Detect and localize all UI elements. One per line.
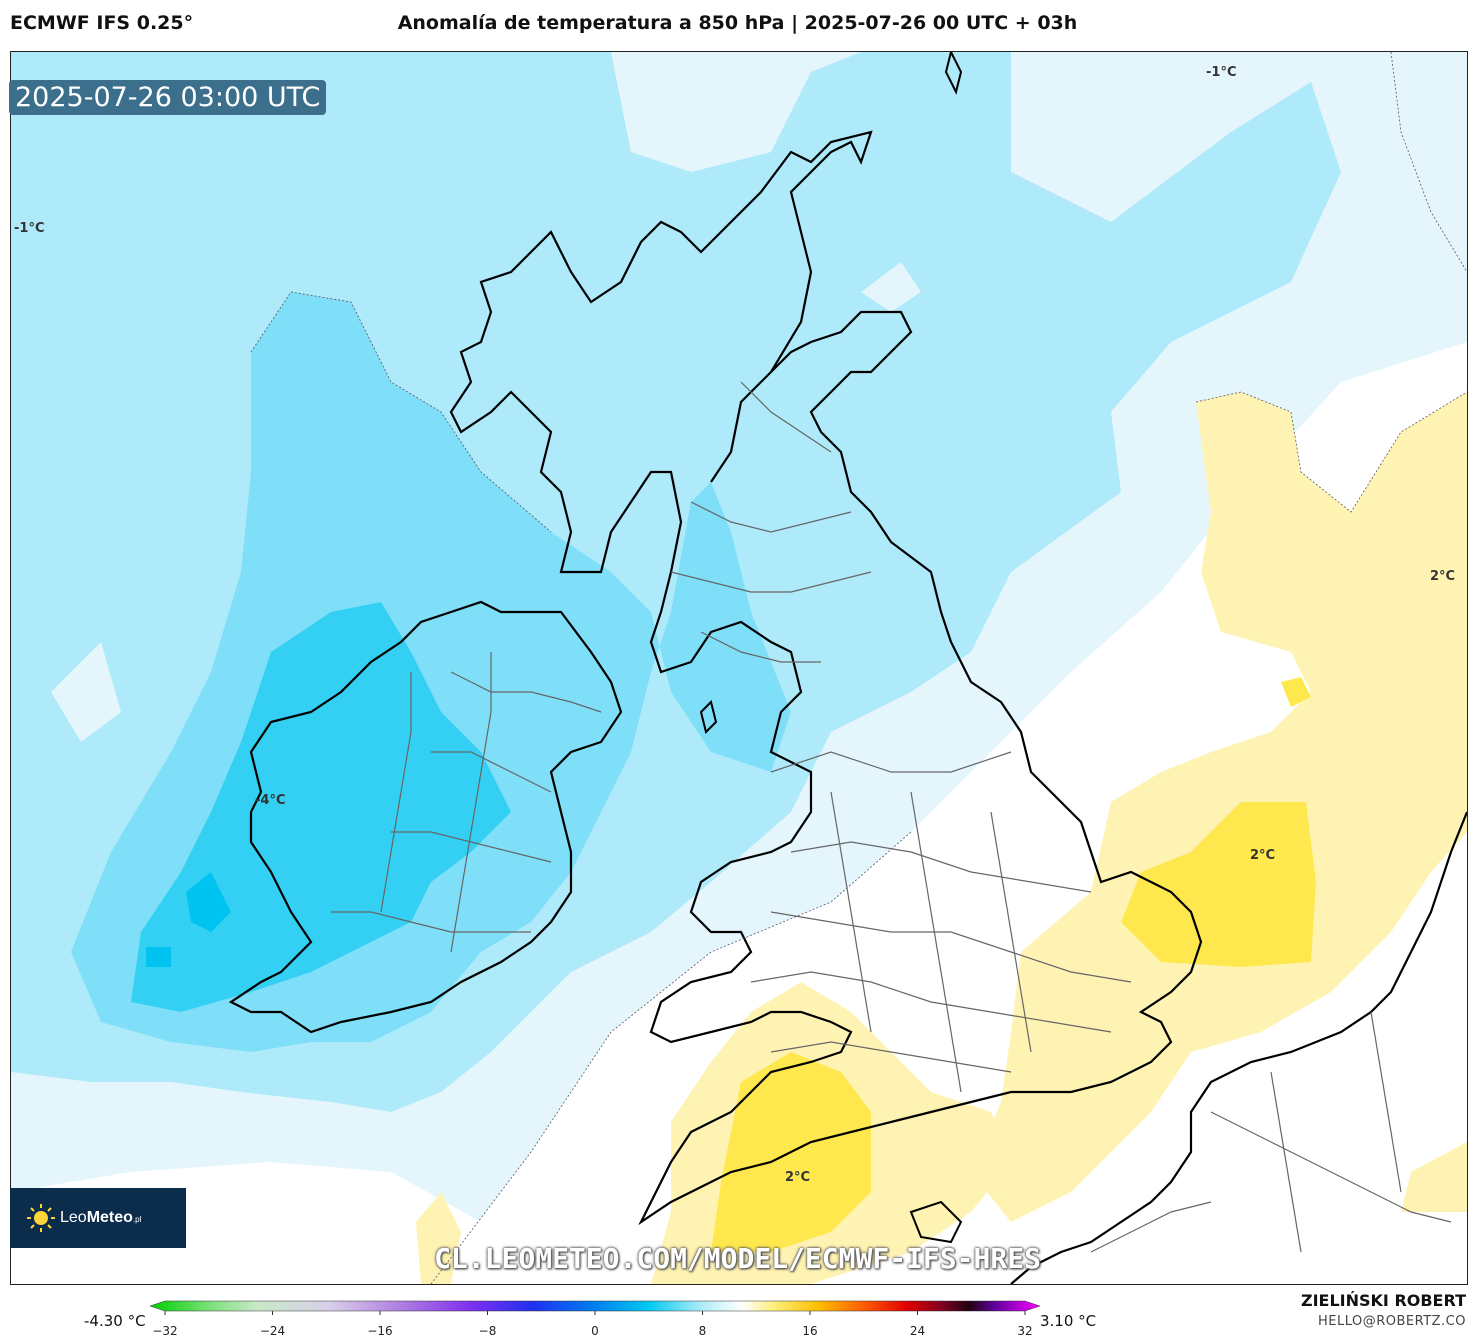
great-britain-land (449, 130, 1203, 1226)
watermark-url: CL.LEOMETEO.COM/MODEL/ECMWF-IFS-HRES (434, 1242, 1041, 1275)
author-name: ZIELIŃSKI ROBERT (1300, 1291, 1466, 1310)
isle-of-man (699, 700, 718, 734)
colorbar-tick-label: −32 (152, 1324, 177, 1338)
contour-label-2-core: 2°C (1250, 848, 1276, 863)
model-name: ECMWF IFS 0.25° (10, 12, 194, 34)
warm-anomaly-southwest (416, 1192, 461, 1284)
colorbar-min-label: -4.30 °C (84, 1312, 146, 1330)
admin-boundaries (331, 381, 1452, 1253)
channel-islands (909, 1200, 963, 1244)
colorbar-tick-label: 8 (699, 1324, 707, 1338)
warm-anomaly-east (971, 392, 1467, 1222)
contour-label-minus1-ne: -1°C (1206, 65, 1237, 80)
contour-label-2-east: 2°C (1430, 569, 1456, 584)
warm-anomaly-core-east (1121, 802, 1316, 967)
colorbar-tick-label: −24 (260, 1324, 285, 1338)
cold-anomaly-gap-1 (861, 262, 921, 312)
colorbar: −32 −24 −16 −8 0 8 16 24 32 (149, 1300, 1041, 1344)
anomaly-map-svg (11, 52, 1467, 1284)
colorbar-tick-label: 16 (802, 1324, 817, 1338)
cold-anomaly-gap-2 (51, 642, 121, 742)
colorbar-tick-label: −8 (479, 1324, 497, 1338)
shetland-islands (944, 52, 963, 95)
cold-anomaly-core (186, 872, 231, 932)
colorbar-tick-label: 32 (1017, 1324, 1032, 1338)
contour-lines (250, 52, 1467, 1284)
map-area[interactable]: -1°C -1°C -4°C 2°C 2°C 2°C (10, 51, 1468, 1285)
cold-anomaly-core-2 (146, 947, 171, 967)
contour-label-minus4: -4°C (255, 793, 286, 808)
warm-anomaly-se-corner (1401, 1142, 1467, 1212)
author-email[interactable]: HELLO@ROBERTZ.CO (1317, 1314, 1466, 1329)
colorbar-tick-label: 0 (591, 1324, 599, 1338)
warm-anomaly-small (1281, 677, 1311, 707)
colorbar-tick-label: 24 (910, 1324, 925, 1338)
contour-label-minus1-w: -1°C (14, 221, 45, 236)
ireland-land (228, 600, 623, 1034)
contour-label-2-south: 2°C (785, 1170, 811, 1185)
valid-time-badge: 2025-07-26 03:00 UTC (9, 80, 327, 115)
chart-title: Anomalía de temperatura a 850 hPa | 2025… (397, 12, 1078, 34)
colorbar-tick-label: −16 (367, 1324, 392, 1338)
colorbar-max-label: 3.10 °C (1040, 1312, 1097, 1330)
leometeo-logo[interactable]: LeoMeteo.pl (10, 1188, 186, 1248)
continent-coast (1010, 811, 1467, 1284)
sun-icon (26, 1203, 56, 1233)
logo-text: LeoMeteo.pl (60, 1209, 142, 1226)
